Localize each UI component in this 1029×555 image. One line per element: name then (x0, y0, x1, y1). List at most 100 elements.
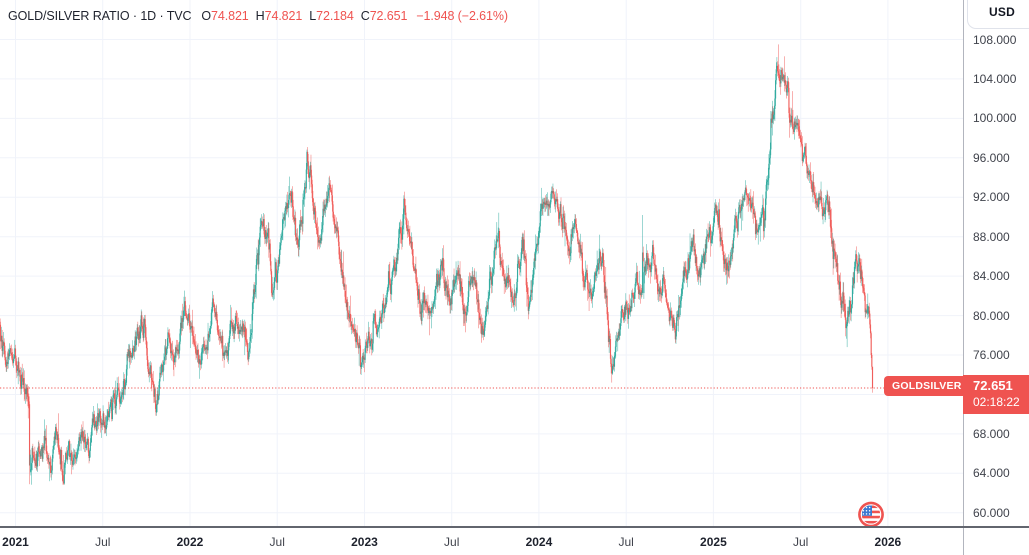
candle-bodies-run (735, 215, 739, 232)
candle-bodies-run (254, 253, 259, 295)
up-candle-wicks (1, 57, 869, 485)
candle-bodies-run (154, 388, 157, 413)
candle-bodies-run (859, 258, 862, 279)
candle-bodies-run (611, 364, 614, 374)
candle-bodies-run (55, 427, 58, 441)
candle-bodies-run (524, 256, 529, 311)
candle-bodies-run (244, 326, 249, 359)
candle-bodies-run (203, 344, 206, 350)
candle-bodies-run (742, 198, 745, 206)
candle-bodies-run (490, 271, 493, 285)
symbol-name[interactable]: GOLD/SILVER RATIO (8, 8, 130, 23)
exchange[interactable]: TVC (166, 8, 192, 23)
candle-bodies-run (368, 331, 371, 347)
candle-bodies-run (478, 299, 481, 320)
candle-bodies-run (178, 322, 182, 354)
candle-bodies-run (105, 411, 109, 430)
ohlc-values: O74.821 H74.821 L72.184 C72.651 (201, 9, 414, 23)
candle-bodies-run (515, 260, 519, 298)
candle-bodies-run (38, 446, 41, 457)
candle-bodies-run (508, 275, 512, 297)
candle-bodies-run (192, 325, 198, 355)
candle-bodies-run (365, 341, 368, 348)
candlestick-chart-pane[interactable] (0, 0, 963, 526)
currency-unit-button[interactable]: USD (967, 0, 1029, 29)
price-axis[interactable]: 108.000 104.000 100.000 96.000 92.000 88.000 8… (964, 0, 1029, 526)
candle-bodies-run (115, 387, 119, 409)
candle-bodies-run (187, 313, 190, 321)
candle-bodies-run (75, 437, 80, 460)
candle-bodies-run (197, 350, 200, 364)
candle-bodies-run (137, 327, 140, 340)
candle-bodies-run (327, 183, 330, 204)
candle-bodies-run (291, 191, 295, 222)
candle-bodies-run (720, 237, 725, 264)
candle-bodies-run (26, 387, 31, 466)
candle-bodies-run (696, 256, 699, 277)
candle-bodies-run (514, 293, 517, 299)
candle-bodies-run (171, 350, 175, 363)
candle-bodies-run (500, 261, 505, 281)
candle-bodies-run (679, 270, 684, 308)
candle-bodies-run (176, 347, 178, 351)
symbol-title[interactable]: GOLD/SILVER RATIO · 1D · TVC (8, 8, 192, 23)
price-tick-label: 84.000 (973, 269, 1010, 284)
candle-bodies-run (381, 303, 384, 323)
candle-bodies-run (235, 315, 239, 329)
candle-bodies-run (411, 241, 416, 271)
candle-bodies-run (673, 317, 676, 340)
candle-bodies-run (805, 146, 808, 174)
price-tick-label: 64.000 (973, 466, 1010, 481)
candle-bodies-run (487, 271, 491, 309)
candle-bodies-run (661, 274, 664, 296)
time-tick-label: Jul (618, 535, 634, 549)
candle-bodies-run (480, 317, 483, 335)
candle-bodies-run (359, 342, 362, 368)
timeframe[interactable]: 1D (140, 8, 157, 23)
candle-bodies-run (111, 393, 115, 420)
candle-bodies-run (710, 204, 716, 244)
candle-bodies-run (314, 207, 319, 243)
candle-bodies-run (808, 171, 811, 175)
candle-bodies-run (399, 227, 403, 240)
candle-bodies-run (855, 254, 858, 272)
candle-bodies-run (621, 309, 625, 320)
candle-bodies-run (385, 271, 390, 305)
candle-bodies-run (606, 295, 610, 342)
ohlc-item-h: H74.821 (255, 8, 303, 23)
candle-bodies-run (785, 80, 787, 93)
candle-bodies-run (302, 187, 306, 224)
candle-bodies-run (379, 316, 382, 323)
time-axis[interactable]: 2021 Jul 2022 Jul 2023 Jul 2024 Jul 2025 Jul 2026 (0, 528, 1029, 555)
candle-bodies-run (724, 258, 727, 271)
time-tick-label: Jul (269, 535, 285, 549)
candle-bodies-run (584, 270, 587, 288)
candle-bodies-run (602, 252, 606, 293)
candle-bodies-run (466, 280, 470, 316)
candle-bodies-run (707, 234, 710, 238)
candle-bodies-run (122, 379, 125, 395)
candle-bodies-run (809, 171, 813, 193)
candle-bodies-run (511, 291, 515, 306)
candle-bodies-run (160, 364, 163, 375)
price-tick-label: 80.000 (973, 308, 1010, 323)
candle-bodies-run (833, 248, 837, 267)
candle-bodies-run (426, 301, 429, 313)
candle-bodies-run (595, 263, 599, 276)
candle-bodies-run (307, 151, 310, 179)
candle-bodies-run (430, 306, 433, 313)
candle-bodies-run (74, 454, 77, 459)
candle-bodies-run (119, 392, 123, 404)
candle-bodies-run (45, 437, 49, 460)
candle-bodies-run (439, 261, 442, 286)
candle-bodies-run (347, 302, 350, 319)
candle-bodies-run (89, 418, 93, 458)
candle-bodies-run (23, 378, 26, 395)
candle-bodies-run (813, 182, 817, 204)
candle-bodies-run (483, 305, 488, 335)
candle-bodies-run (289, 193, 292, 203)
candle-bodies-run (498, 231, 501, 266)
candle-bodies-run (787, 81, 791, 123)
price-tick-label: 60.000 (973, 505, 1010, 520)
candle-bodies-run (448, 290, 451, 306)
